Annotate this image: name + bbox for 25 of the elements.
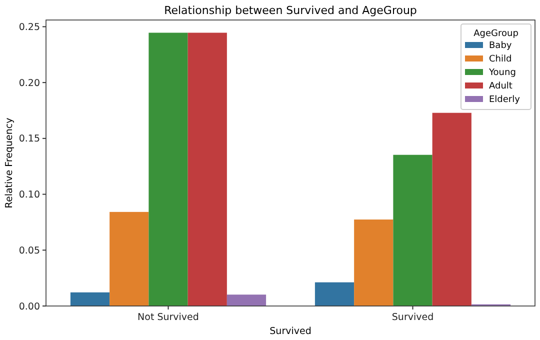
y-tick-label: 0.20 <box>18 78 40 89</box>
y-tick-label: 0.10 <box>18 190 40 201</box>
legend-label: Elderly <box>489 95 521 106</box>
legend-label: Adult <box>489 82 513 92</box>
bar <box>110 212 149 306</box>
bar <box>393 154 432 306</box>
bar <box>314 282 354 306</box>
x-tick-label: Not Survived <box>138 312 199 323</box>
chart-title: Relationship between Survived and AgeGroup <box>164 4 417 17</box>
bar <box>354 220 394 306</box>
legend-label: Baby <box>489 41 512 52</box>
y-tick-label: 0.00 <box>18 301 40 312</box>
bar <box>188 32 227 306</box>
bar <box>432 112 472 306</box>
bar <box>148 32 188 306</box>
legend-title: AgeGroup <box>474 29 519 39</box>
bar <box>70 292 110 306</box>
legend-label: Child <box>489 54 512 65</box>
y-tick-label: 0.15 <box>18 134 40 145</box>
x-axis-title: Survived <box>270 326 312 337</box>
legend-label: Young <box>488 68 516 78</box>
y-axis-title: Relative Frequency <box>4 117 15 208</box>
y-tick-label: 0.25 <box>18 22 40 34</box>
y-tick-label: 0.05 <box>18 245 40 256</box>
bar <box>226 294 266 306</box>
